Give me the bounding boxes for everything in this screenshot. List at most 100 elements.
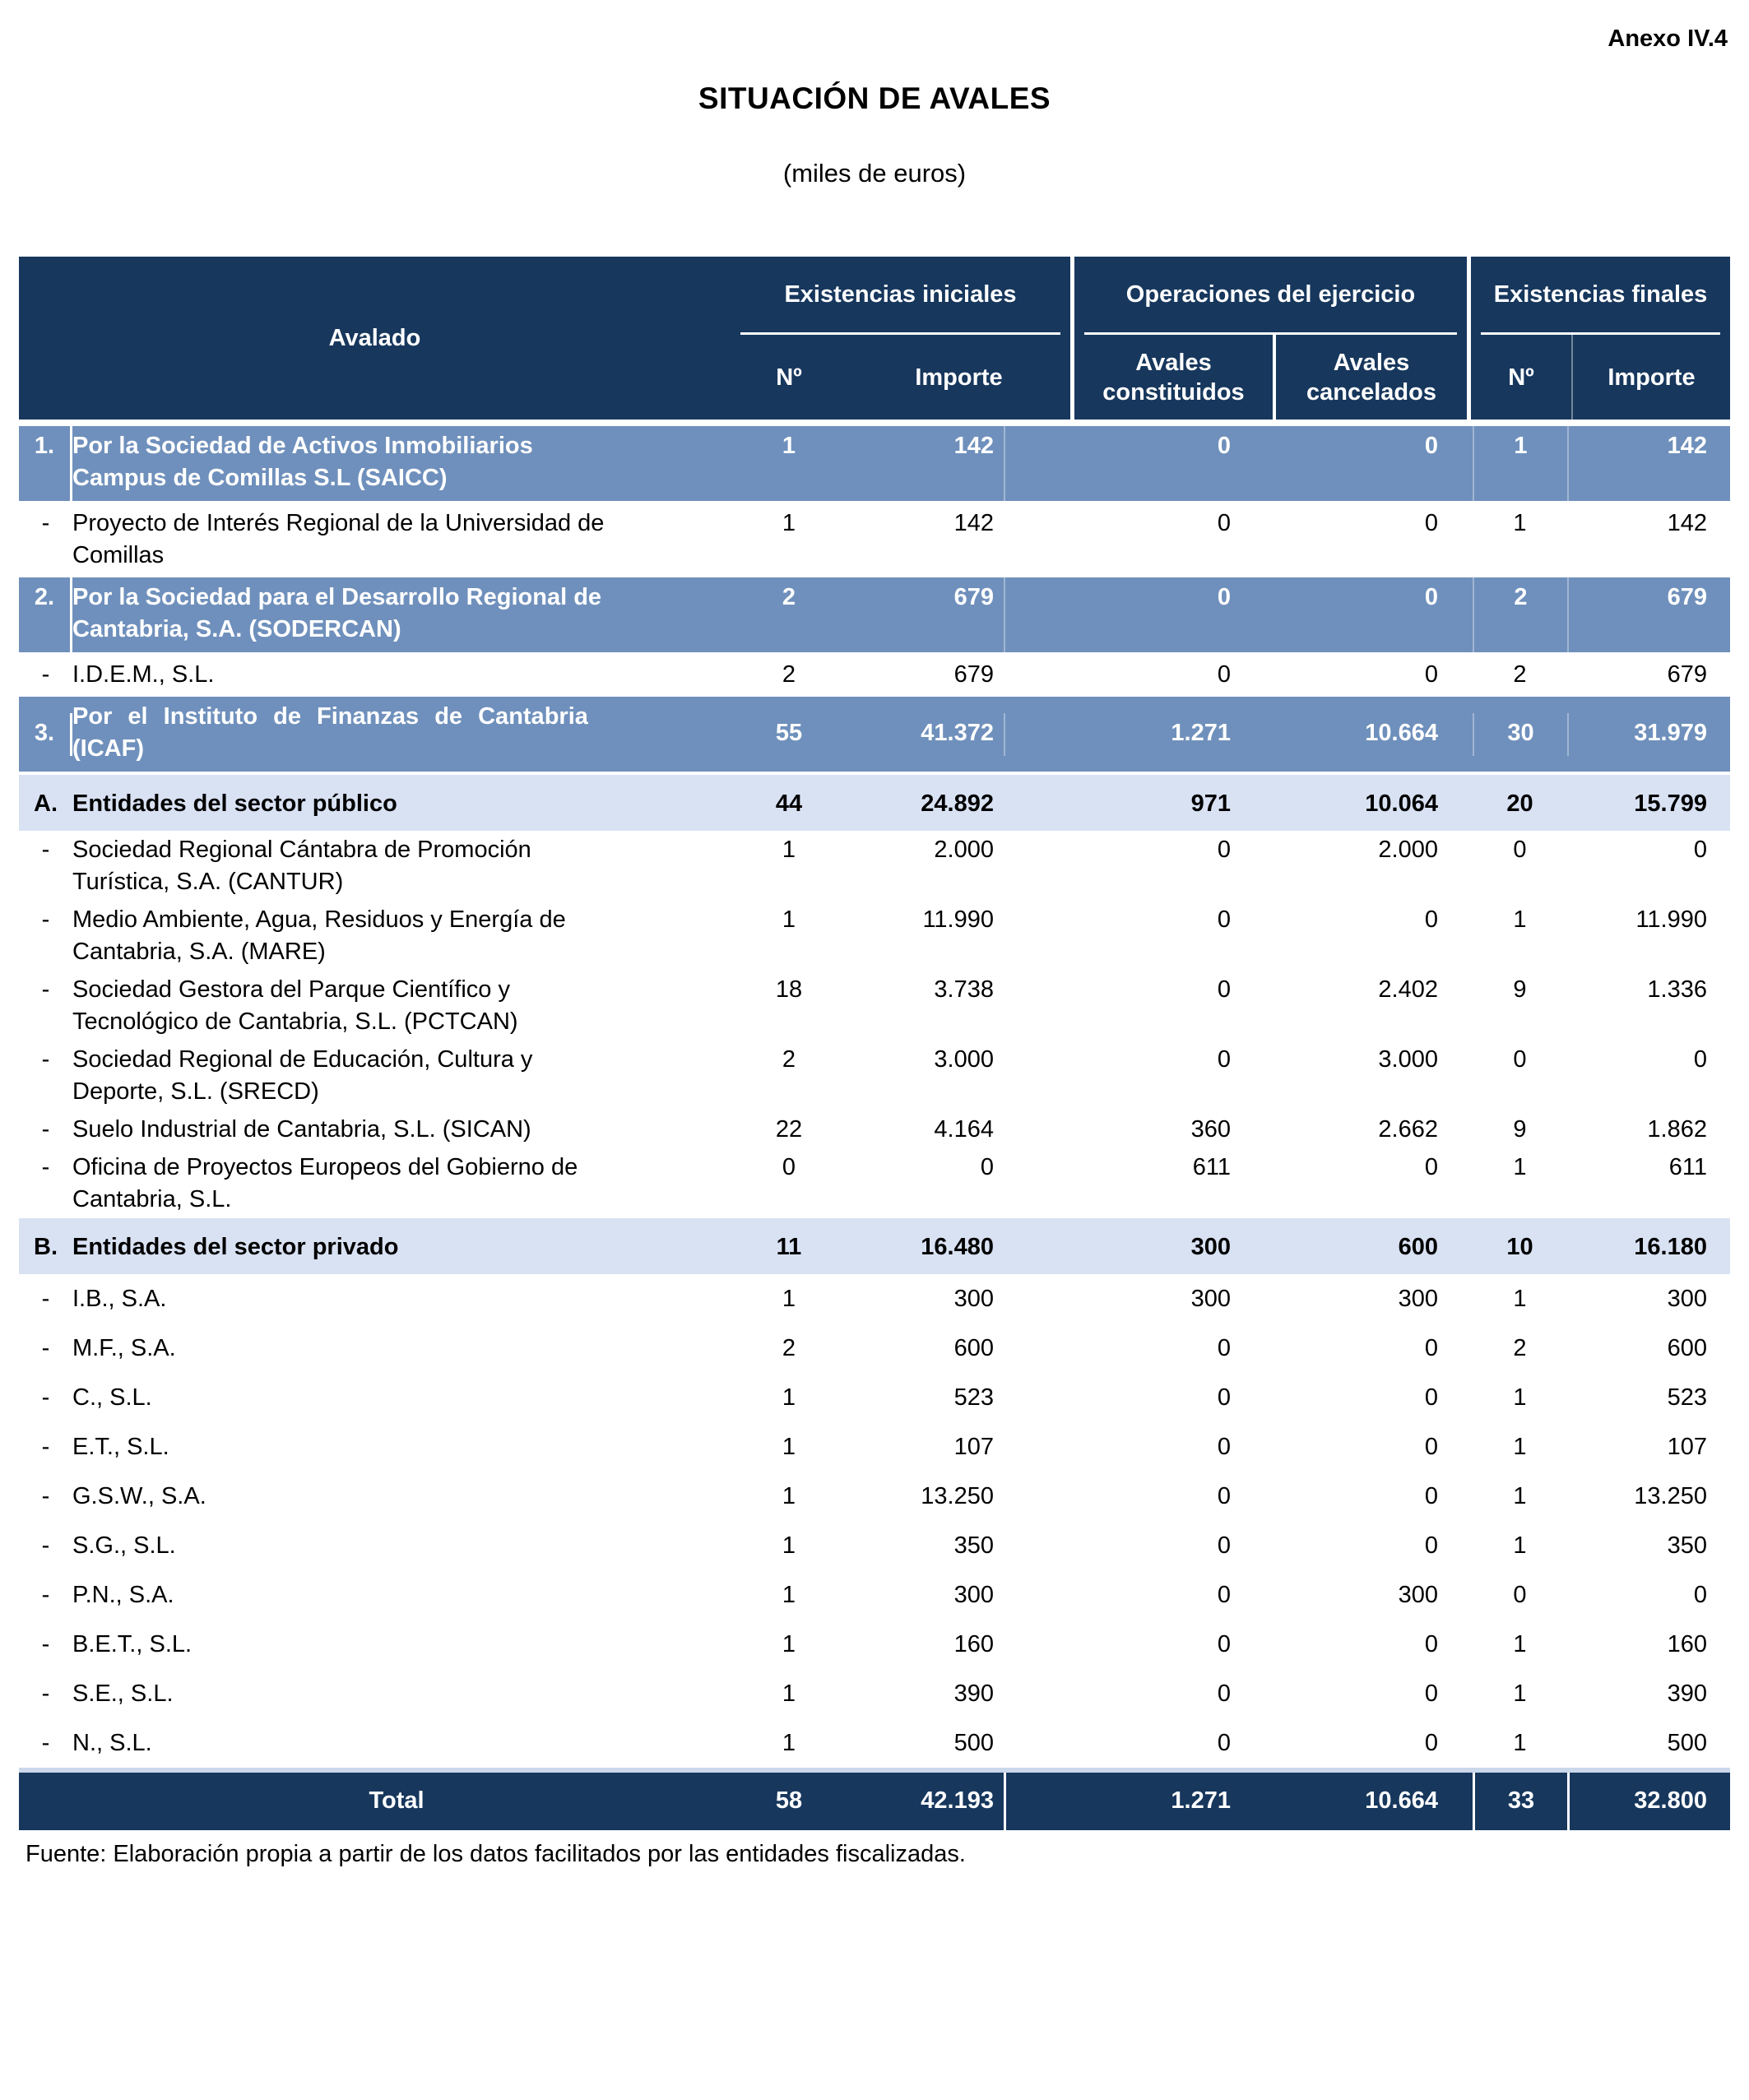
cell-n-final: 2: [1513, 661, 1527, 688]
cell-importe-final: 679: [1667, 661, 1707, 688]
cell-n-final: 1: [1513, 1730, 1527, 1756]
cell-avales-constituidos: 0: [1217, 1335, 1231, 1361]
cell-avales-constituidos: 0: [1217, 1532, 1231, 1559]
cell-avales-constituidos: 1.271: [1004, 1773, 1242, 1830]
cell-n-final: 1: [1513, 1154, 1527, 1180]
col-header-importe-inicial: Importe: [915, 364, 1003, 391]
col-header-avales-constituidos: Avales constituidos: [1102, 349, 1245, 406]
cell-importe-final: 0: [1693, 837, 1707, 863]
row-marker: 1.: [19, 426, 72, 501]
cell-avales-constituidos: 0: [1217, 976, 1231, 1003]
cell-n-final: 1: [1513, 1434, 1527, 1460]
cell-importe-final: 13.250: [1634, 1483, 1707, 1509]
cell-n-final: 1: [1513, 1680, 1527, 1707]
cell-avales-cancelados: 0: [1424, 510, 1438, 536]
cell-n-inicial: 1: [782, 837, 796, 863]
cell-avales-cancelados: 0: [1424, 433, 1438, 459]
cell-importe-final: 15.799: [1634, 790, 1707, 817]
source-note: Fuente: Elaboración propia a partir de l…: [26, 1841, 966, 1867]
cell-importe-final: 611: [1668, 1154, 1707, 1180]
cell-n-final: 1: [1513, 1286, 1527, 1312]
cell-n-inicial: 1: [782, 1680, 796, 1707]
cell-n-final: 0: [1513, 1582, 1527, 1608]
cell-importe-inicial: 0: [980, 1154, 994, 1180]
row-name: I.D.E.M., S.L.: [72, 661, 215, 688]
cell-n-final: 1: [1513, 906, 1527, 933]
cell-importe-inicial: 16.480: [921, 1234, 994, 1260]
table-row: - I.B., S.A. 1 300 300 300 1 300: [19, 1274, 1730, 1324]
row-marker: -: [41, 1116, 50, 1143]
cell-n-inicial: 11: [776, 1234, 802, 1260]
cell-importe-inicial: 390: [953, 1680, 994, 1707]
table-row: - P.N., S.A. 1 300 0 300 0 0: [19, 1570, 1730, 1620]
cell-avales-constituidos: 0: [1217, 1046, 1231, 1073]
cell-avales-cancelados: 0: [1424, 1335, 1438, 1361]
table-row: Total 58 42.193 1.271 10.664 33 32.800: [19, 1768, 1730, 1830]
cell-importe-inicial: 300: [953, 1582, 994, 1608]
avales-table: Avalado Existencias iniciales Nº Importe…: [19, 257, 1730, 1830]
cell-avales-cancelados: 0: [1424, 1680, 1438, 1707]
cell-avales-cancelados: 0: [1424, 1631, 1438, 1657]
page-title: SITUACIÓN DE AVALES: [698, 81, 1051, 115]
cell-avales-constituidos: 300: [1190, 1234, 1231, 1260]
cell-avales-cancelados: 300: [1398, 1582, 1438, 1608]
cell-avales-cancelados: 0: [1424, 1730, 1438, 1756]
table-row: - B.E.T., S.L. 1 160 0 0 1 160: [19, 1620, 1730, 1669]
table-row: - S.G., S.L. 1 350 0 0 1 350: [19, 1521, 1730, 1570]
cell-importe-final: 300: [1667, 1286, 1707, 1312]
cell-avales-constituidos: 0: [1217, 906, 1231, 933]
cell-avales-cancelados: 0: [1424, 584, 1438, 610]
cell-n-inicial: 58: [775, 1787, 803, 1814]
cell-n-final: 9: [1513, 1116, 1527, 1143]
cell-importe-final: 523: [1667, 1384, 1707, 1411]
row-name: S.E., S.L.: [72, 1680, 174, 1707]
cell-avales-cancelados: 0: [1424, 1384, 1438, 1411]
table-row: 1. Por la Sociedad de Activos Inmobiliari…: [19, 423, 1730, 504]
annex-label: Anexo IV.4: [1608, 25, 1728, 52]
cell-importe-final: 142: [1667, 510, 1707, 536]
cell-importe-final: 107: [1667, 1434, 1707, 1460]
cell-avales-cancelados: 2.662: [1378, 1116, 1438, 1143]
cell-avales-constituidos: 0: [1004, 426, 1242, 501]
cell-importe-inicial: 160: [953, 1631, 994, 1657]
cell-n-inicial: 2: [782, 661, 796, 688]
cell-avales-cancelados: 0: [1424, 1532, 1438, 1559]
row-name: Por el Instituto de Finanzas de Cantabri…: [72, 703, 588, 762]
cell-avales-constituidos: 0: [1217, 1483, 1231, 1509]
row-name: Medio Ambiente, Agua, Residuos y Energía…: [72, 906, 566, 965]
cell-importe-inicial: 2.000: [934, 837, 994, 863]
table-row: - Oficina de Proyectos Europeos del Gobie…: [19, 1148, 1730, 1218]
col-header-avalado: Avalado: [328, 324, 421, 351]
table-row: - M.F., S.A. 2 600 0 0 2 600: [19, 1324, 1730, 1373]
row-marker: -: [41, 906, 50, 933]
cell-importe-inicial: 300: [953, 1286, 994, 1312]
cell-avales-cancelados: 3.000: [1378, 1046, 1438, 1073]
row-name: Por la Sociedad de Activos Inmobiliarios…: [72, 433, 533, 491]
table-row: - Sociedad Regional Cántabra de Promoción…: [19, 831, 1730, 901]
row-marker: 3.: [19, 712, 72, 756]
cell-n-inicial: 2: [782, 584, 796, 610]
cell-n-inicial: 1: [782, 1384, 796, 1411]
cell-avales-constituidos: 0: [1217, 1582, 1231, 1608]
cell-avales-cancelados: 10.664: [1365, 1787, 1438, 1814]
cell-avales-constituidos: 0: [1217, 510, 1231, 536]
header-underline: [1481, 332, 1720, 335]
row-name: Sociedad Regional de Educación, Cultura …: [72, 1046, 533, 1105]
cell-n-final: 0: [1513, 837, 1527, 863]
cell-importe-inicial: 142: [953, 433, 994, 459]
row-marker: -: [41, 1680, 50, 1707]
cell-importe-final: 142: [1567, 426, 1730, 501]
cell-avales-cancelados: 600: [1398, 1234, 1438, 1260]
row-name: Suelo Industrial de Cantabria, S.L. (SIC…: [72, 1116, 531, 1143]
cell-importe-inicial: 13.250: [921, 1483, 994, 1509]
table-row: 3. Por el Instituto de Finanzas de Cantab…: [19, 693, 1730, 775]
row-name: N., S.L.: [72, 1730, 152, 1756]
table-row: - S.E., S.L. 1 390 0 0 1 390: [19, 1669, 1730, 1718]
cell-importe-final: 500: [1667, 1730, 1707, 1756]
cell-avales-constituidos: 0: [1217, 1384, 1231, 1411]
col-group-existencias-finales: Existencias finales Nº Importe: [1467, 257, 1730, 420]
table-row: - C., S.L. 1 523 0 0 1 523: [19, 1373, 1730, 1422]
row-marker: -: [41, 837, 50, 863]
table-row: 2. Por la Sociedad para el Desarrollo Reg…: [19, 574, 1730, 656]
